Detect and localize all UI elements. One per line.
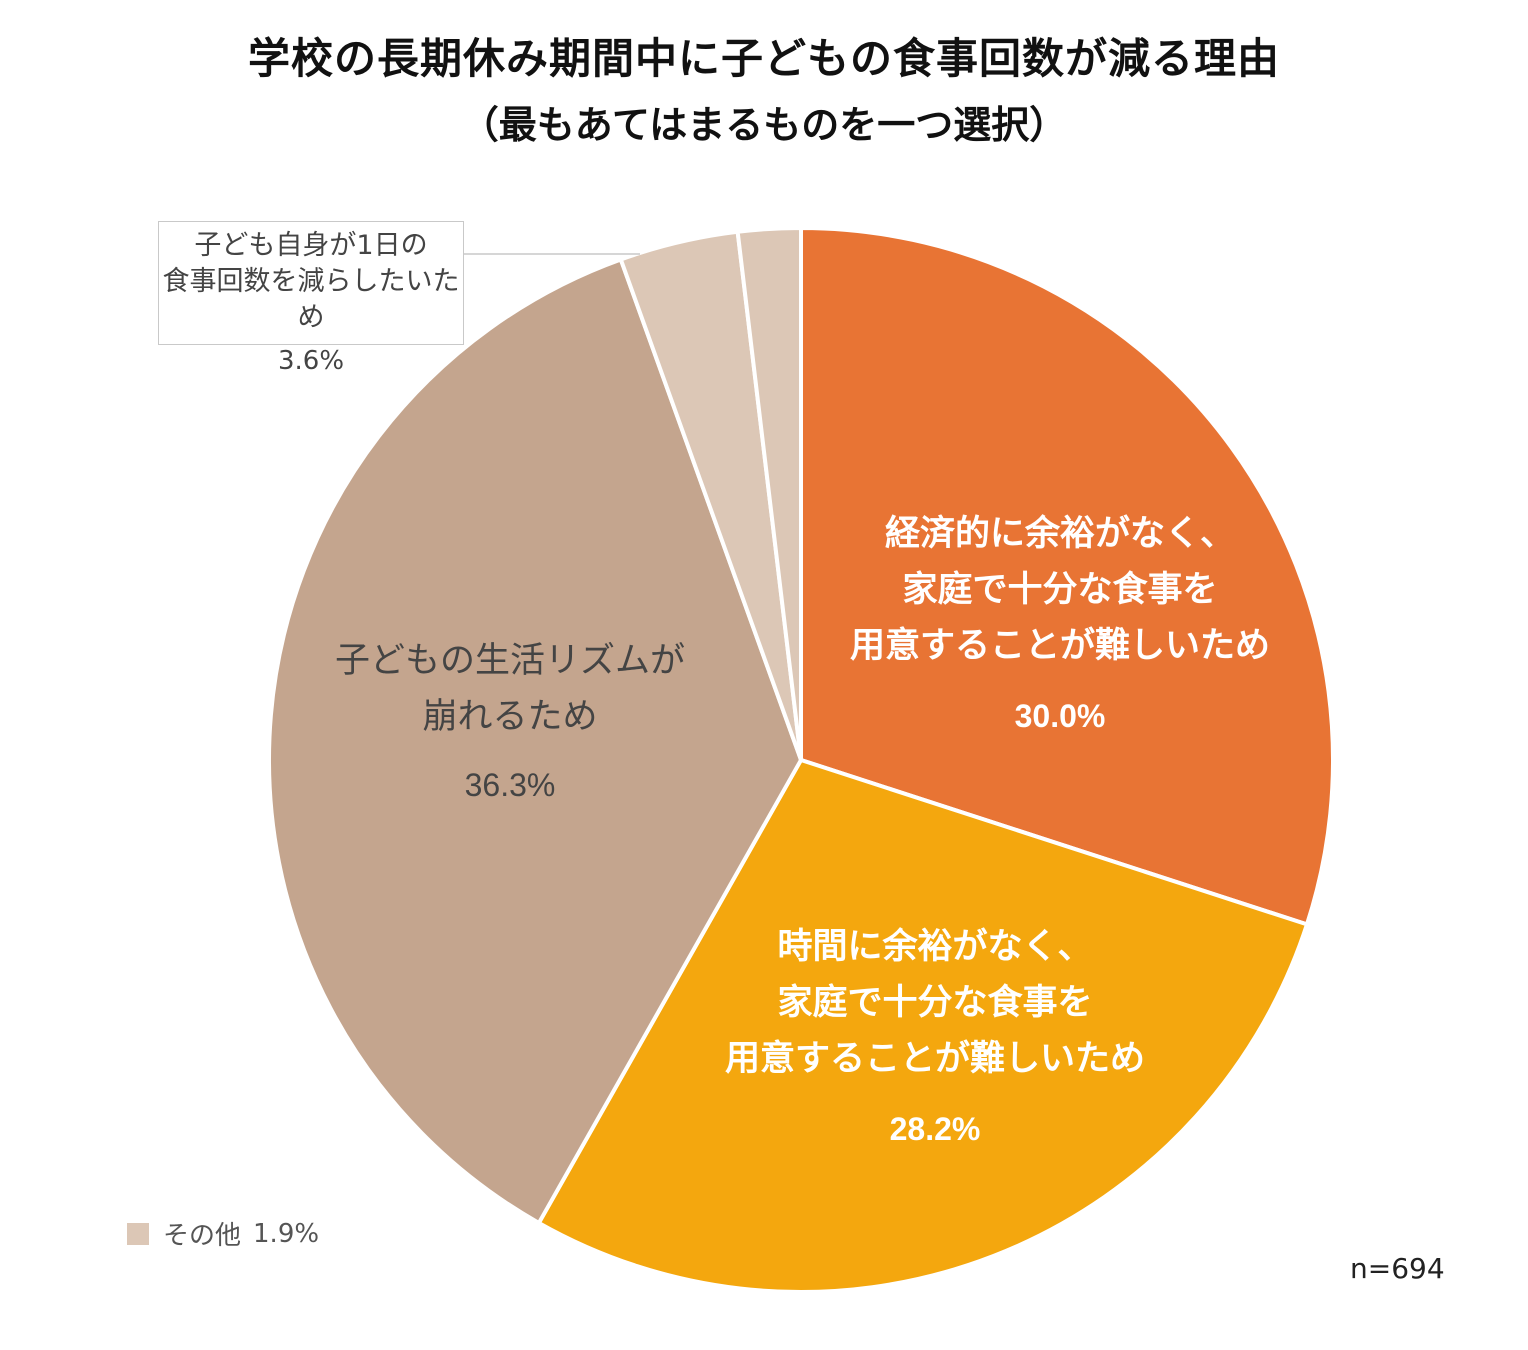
slice-label-2: 時間に余裕がなく、家庭で十分な食事を用意することが難しいため <box>725 926 1145 1079</box>
pie-slice-3 <box>267 257 803 1225</box>
callout-label-line1: 子ども自身が1日の <box>194 230 428 261</box>
callout-label-line2: 食事回数を減らしたいため <box>162 266 460 333</box>
callout-box: 子ども自身が1日の 食事回数を減らしたいため 3.6% <box>158 221 464 376</box>
pie-slice-5 <box>735 226 803 762</box>
sample-size: n=694 <box>1350 1252 1445 1285</box>
pie-slice-2 <box>536 758 1309 1294</box>
legend-value: 1.9% <box>253 1218 320 1249</box>
legend-label: その他 <box>163 1221 242 1251</box>
slice-value-1: 30.0% <box>1015 698 1106 734</box>
slice-label-3: 子どもの生活リズムが崩れるため <box>335 641 685 737</box>
legend: その他 1.9% <box>127 1215 319 1252</box>
pie-slices <box>267 226 1335 1294</box>
title-block: 学校の長期休み期間中に子どもの食事回数が減る理由 （最もあてはまるものを一つ選択… <box>0 30 1528 154</box>
slice-value-3: 36.3% <box>465 767 556 803</box>
slice-label-1: 経済的に余裕がなく、家庭で十分な食事を用意することが難しいため <box>850 513 1270 666</box>
legend-swatch <box>127 1222 149 1245</box>
pie-labels: 経済的に余裕がなく、家庭で十分な食事を用意することが難しいため 30.0% 時間に余… <box>335 513 1270 1147</box>
pie-slice-1 <box>799 226 1335 927</box>
chart-subtitle: （最もあてはまるものを一つ選択） <box>460 102 1068 147</box>
slice-value-2: 28.2% <box>890 1111 981 1147</box>
callout-value: 3.6% <box>277 346 345 376</box>
chart-title: 学校の長期休み期間中に子どもの食事回数が減る理由 <box>247 34 1280 83</box>
